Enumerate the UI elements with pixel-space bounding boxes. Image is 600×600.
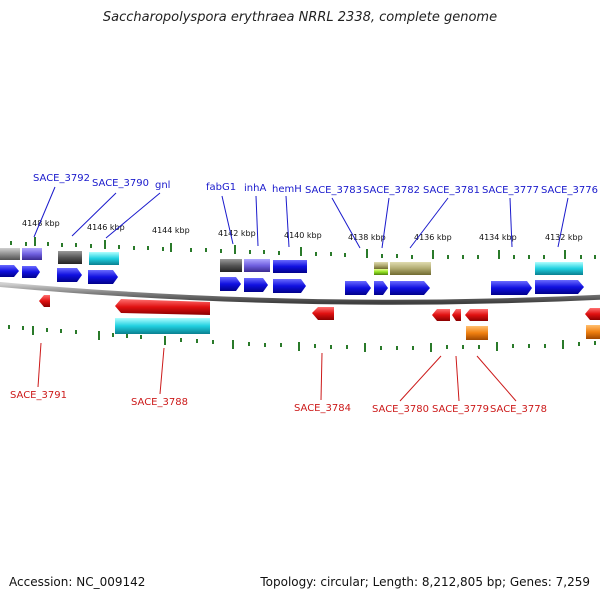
topology-text: Topology: circular; Length: 8,212,805 bp… xyxy=(260,575,590,589)
gene-label[interactable]: SACE_3790 xyxy=(92,178,149,189)
top-label-leaders xyxy=(33,186,569,249)
bottom-gene-labels: SACE_3791 SACE_3788 SACE_3784 SACE_3780 … xyxy=(10,390,547,415)
gene-label[interactable]: SACE_3777 xyxy=(482,185,539,196)
gene-label[interactable]: SACE_3791 xyxy=(10,390,67,401)
feature-block[interactable] xyxy=(89,252,119,265)
gene-arrow-forward[interactable] xyxy=(273,279,306,293)
gene-arrow-forward[interactable] xyxy=(345,281,371,295)
gene-arrow-reverse[interactable] xyxy=(312,307,334,320)
position-tick-labels: 4148 kbp 4146 kbp 4144 kbp 4142 kbp 4140… xyxy=(22,219,583,242)
outer-tick-row xyxy=(10,237,596,259)
tick-label: 4144 kbp xyxy=(152,226,190,235)
gene-arrow-reverse[interactable] xyxy=(465,309,488,321)
gene-label[interactable]: SACE_3780 xyxy=(372,404,429,415)
forward-strand-genes xyxy=(0,265,584,295)
genome-backbone xyxy=(0,281,600,305)
gene-arrow-forward[interactable] xyxy=(535,280,584,294)
accession-text: Accession: NC_009142 xyxy=(9,575,146,589)
gene-label[interactable]: SACE_3784 xyxy=(294,403,351,414)
gene-arrow-reverse[interactable] xyxy=(115,299,210,315)
gene-label[interactable]: SACE_3776 xyxy=(541,185,598,196)
tick-label: 4132 kbp xyxy=(545,233,583,242)
inner-tick-row xyxy=(8,325,596,352)
genome-title: Saccharopolyspora erythraea NRRL 2338, c… xyxy=(102,10,498,25)
gene-arrow-forward[interactable] xyxy=(244,278,268,292)
lower-feature-row xyxy=(115,318,600,340)
bottom-label-leaders xyxy=(37,342,517,402)
feature-block[interactable] xyxy=(535,262,583,275)
gene-arrow-forward[interactable] xyxy=(220,277,241,291)
feature-block[interactable] xyxy=(374,262,388,269)
feature-block[interactable] xyxy=(22,248,42,260)
gene-arrow-reverse[interactable] xyxy=(432,309,450,321)
gene-label[interactable]: SACE_3792 xyxy=(33,173,90,184)
gene-arrow-forward[interactable] xyxy=(88,270,118,284)
gene-arrow-reverse[interactable] xyxy=(39,295,50,307)
reverse-strand-genes xyxy=(39,295,600,321)
tick-label: 4134 kbp xyxy=(479,233,517,242)
top-gene-labels: SACE_3792 SACE_3790 gnl fabG1 inhA hemH … xyxy=(33,173,598,196)
feature-block[interactable] xyxy=(273,260,307,273)
tick-label: 4148 kbp xyxy=(22,219,60,228)
gene-arrow-forward[interactable] xyxy=(57,268,82,282)
feature-block[interactable] xyxy=(390,262,431,275)
feature-block[interactable] xyxy=(244,259,270,272)
tick-label: 4138 kbp xyxy=(348,233,386,242)
gene-arrow-reverse[interactable] xyxy=(452,309,461,321)
tick-label: 4140 kbp xyxy=(284,231,322,240)
gene-label[interactable]: SACE_3783 xyxy=(305,185,362,196)
tick-label: 4142 kbp xyxy=(218,229,256,238)
upper-feature-row xyxy=(0,248,583,275)
gene-label[interactable]: SACE_3788 xyxy=(131,397,188,408)
gene-arrow-forward[interactable] xyxy=(390,281,430,295)
feature-block[interactable] xyxy=(58,251,82,264)
gene-label[interactable]: fabG1 xyxy=(206,182,236,193)
feature-block[interactable] xyxy=(466,326,488,340)
gene-arrow-forward[interactable] xyxy=(374,281,388,295)
feature-block[interactable] xyxy=(115,318,210,334)
tick-label: 4146 kbp xyxy=(87,223,125,232)
gene-label[interactable]: SACE_3781 xyxy=(423,185,480,196)
feature-block[interactable] xyxy=(374,269,388,275)
feature-block[interactable] xyxy=(220,259,242,272)
gene-arrow-forward[interactable] xyxy=(22,266,40,278)
gene-label[interactable]: SACE_3782 xyxy=(363,185,420,196)
gene-arrow-reverse[interactable] xyxy=(585,308,600,320)
tick-label: 4136 kbp xyxy=(414,233,452,242)
gene-label[interactable]: hemH xyxy=(272,184,302,195)
gene-arrow-forward[interactable] xyxy=(491,281,532,295)
gene-label[interactable]: inhA xyxy=(244,183,266,194)
feature-block[interactable] xyxy=(0,248,20,260)
gene-label[interactable]: SACE_3778 xyxy=(490,404,547,415)
gene-label[interactable]: SACE_3779 xyxy=(432,404,489,415)
gene-arrow-forward[interactable] xyxy=(0,265,19,277)
gene-label[interactable]: gnl xyxy=(155,180,170,191)
feature-block[interactable] xyxy=(586,325,600,339)
